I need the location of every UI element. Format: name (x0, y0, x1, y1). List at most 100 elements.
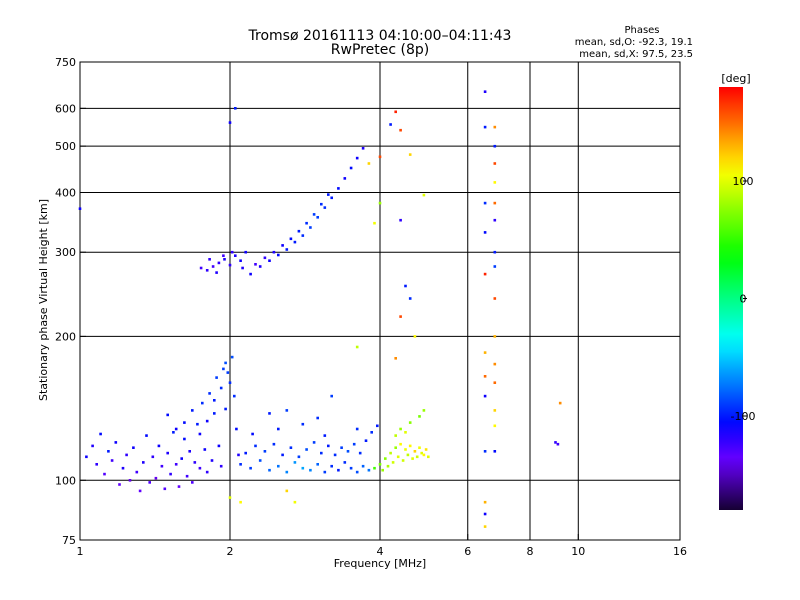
data-point (493, 265, 497, 268)
data-point (378, 155, 382, 159)
data-point (215, 376, 218, 379)
data-point (301, 466, 305, 470)
data-point (228, 496, 232, 499)
data-point (132, 446, 135, 449)
axis-ticks: 1 2 4 6 8 10 16 75 100 200 300 400 500 600 750 (55, 56, 687, 558)
x-tick-label: 10 (571, 545, 585, 558)
data-point (378, 463, 382, 466)
data-point (558, 401, 562, 405)
data-point (196, 422, 199, 426)
data-point (160, 464, 164, 468)
data-point (413, 335, 417, 338)
data-point (289, 237, 293, 241)
data-point (228, 121, 232, 124)
stats-x: mean, sd,X: 97.5, 23.5 (579, 49, 693, 60)
data-point (222, 367, 225, 371)
data-point (244, 250, 247, 254)
data-point (404, 431, 407, 434)
data-point (114, 441, 118, 444)
stats-o: mean, sd,O: -92.3, 19.1 (575, 37, 693, 48)
data-point (239, 500, 242, 504)
data-point (244, 451, 247, 455)
data-point (263, 256, 267, 260)
colorbar-gradient (719, 87, 743, 510)
x-tick-label: 8 (527, 545, 534, 558)
data-point (367, 468, 371, 472)
data-point (394, 446, 397, 449)
data-point (263, 450, 267, 453)
data-point (361, 147, 365, 150)
data-point (277, 253, 280, 257)
data-point (483, 500, 487, 504)
data-point (183, 437, 186, 441)
data-point (422, 453, 426, 457)
data-point (268, 468, 271, 472)
data-point (493, 297, 497, 300)
data-point (110, 459, 114, 462)
data-point (188, 450, 191, 453)
data-point (198, 466, 202, 470)
data-point (337, 468, 340, 472)
data-point (355, 427, 359, 431)
data-point (241, 266, 244, 270)
data-point (391, 461, 395, 464)
data-point (399, 128, 402, 132)
data-point (415, 455, 419, 459)
x-tick-label: 2 (227, 545, 234, 558)
data-point (277, 464, 280, 468)
data-point (493, 424, 497, 428)
data-point (210, 459, 214, 462)
data-point (281, 244, 284, 247)
data-point (301, 422, 305, 426)
data-point (211, 265, 215, 268)
data-point (148, 481, 151, 484)
chart-title: Tromsø 20161113 04:10:00–04:11:43 (248, 28, 512, 44)
data-point (358, 451, 362, 455)
data-point (203, 448, 207, 451)
data-point (293, 461, 297, 464)
data-point (323, 206, 327, 209)
data-point (493, 250, 497, 254)
data-point (201, 401, 204, 405)
data-point (413, 450, 417, 453)
data-point (408, 153, 412, 156)
data-point (399, 442, 402, 446)
data-point (316, 416, 319, 420)
data-point (483, 201, 487, 205)
data-point (316, 463, 319, 466)
data-point (281, 453, 284, 457)
data-point (285, 470, 289, 474)
data-point (135, 470, 139, 474)
y-tick-label: 300 (55, 246, 76, 259)
data-point (217, 261, 221, 265)
y-tick-label: 600 (55, 102, 76, 115)
y-tick-label: 750 (55, 56, 76, 69)
data-point (78, 207, 82, 210)
data-point (343, 177, 347, 180)
data-point (230, 355, 234, 359)
data-point (355, 470, 359, 474)
data-point (198, 432, 202, 436)
data-point (219, 386, 223, 390)
data-point (418, 415, 421, 418)
data-point (142, 461, 145, 464)
data-point (251, 432, 254, 436)
data-point (157, 444, 161, 448)
data-point (394, 357, 397, 360)
data-point (95, 463, 98, 466)
data-point (367, 162, 371, 165)
data-point (483, 394, 487, 398)
data-point (285, 248, 289, 251)
data-point (277, 427, 280, 431)
data-point (483, 90, 487, 93)
data-point (427, 455, 430, 459)
y-tick-label: 75 (62, 534, 76, 547)
data-point (316, 216, 319, 219)
x-tick-label: 6 (464, 545, 471, 558)
data-point (268, 259, 271, 262)
chart-subtitle: RwPretec (8p) (331, 42, 429, 58)
data-point (343, 461, 347, 464)
data-point (483, 450, 487, 453)
data-point (381, 468, 384, 472)
data-point (99, 432, 102, 436)
